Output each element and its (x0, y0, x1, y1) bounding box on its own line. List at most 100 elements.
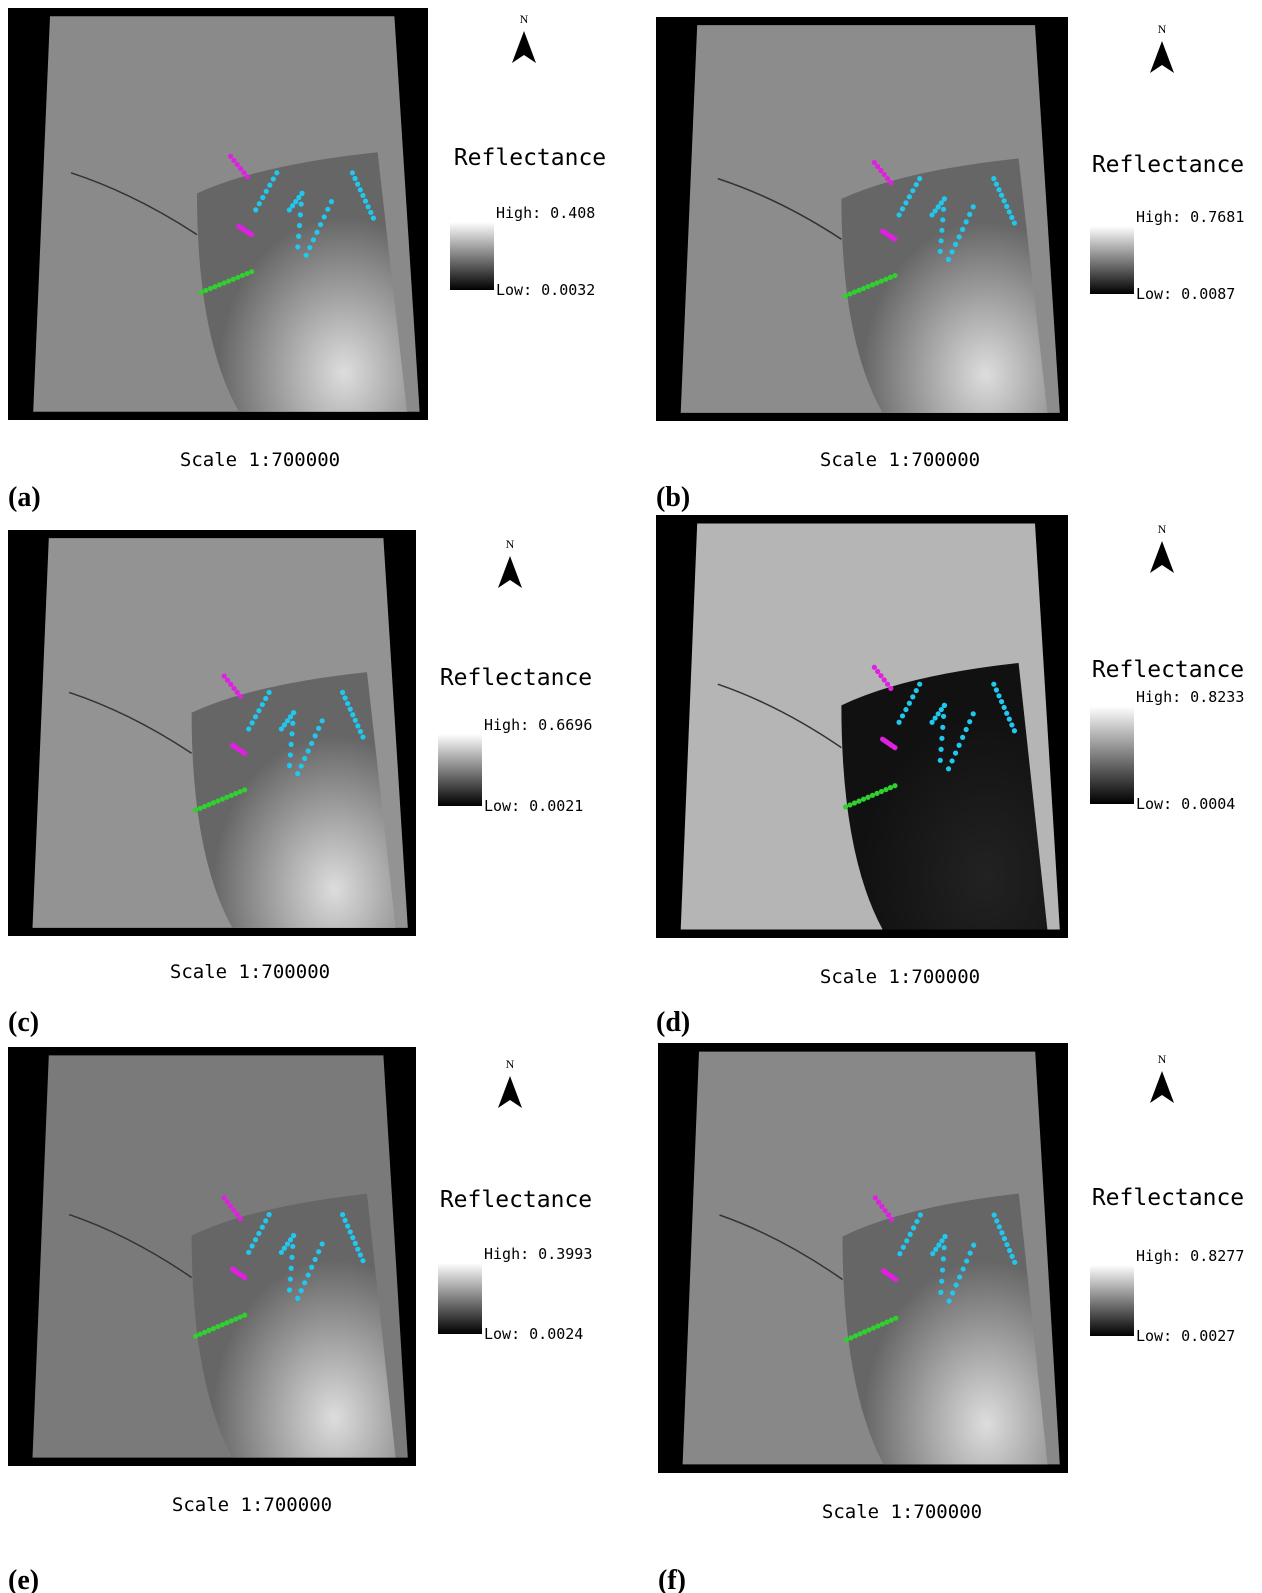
panel: NReflectanceHigh: 0.6696Low: 0.0021Scale… (8, 530, 592, 1038)
sample-point (936, 711, 941, 716)
sample-point (279, 1250, 284, 1255)
sample-point (940, 217, 945, 222)
legend-title: Reflectance (1092, 1185, 1244, 1211)
sample-point (852, 289, 857, 294)
sample-point (229, 1318, 234, 1323)
sample-point (967, 212, 972, 217)
sample-point (941, 1256, 946, 1261)
sample-point (996, 693, 1001, 698)
panel-label: (d) (656, 1007, 690, 1038)
sample-point (971, 204, 976, 209)
sample-point (885, 682, 890, 687)
sample-point (1004, 1242, 1009, 1247)
sample-point (256, 1231, 261, 1236)
legend-high: High: 0.3993 (484, 1245, 592, 1263)
sample-point (241, 170, 246, 175)
sample-point (264, 189, 269, 194)
north-arrow (1150, 1071, 1174, 1103)
sample-point (900, 713, 905, 718)
sample-point (271, 176, 276, 181)
sample-point (936, 1243, 941, 1248)
sample-point (852, 800, 857, 805)
sample-point (288, 1277, 293, 1282)
sample-point (249, 232, 254, 237)
sample-point (999, 193, 1004, 198)
sample-point (358, 729, 363, 734)
sample-point (233, 1316, 238, 1321)
sample-point (942, 703, 947, 708)
sample-point (872, 665, 877, 670)
panel: NReflectanceHigh: 0.7681Low: 0.0087Scale… (656, 17, 1244, 513)
sample-point (917, 682, 922, 687)
panel: NReflectanceHigh: 0.8233Low: 0.0004Scale… (656, 515, 1244, 1038)
sample-point (202, 804, 207, 809)
sample-point (856, 288, 861, 293)
sample-point (224, 795, 229, 800)
legend-low: Low: 0.0027 (1136, 1327, 1235, 1345)
sample-point (320, 1241, 325, 1246)
sample-point (992, 1212, 997, 1217)
sample-point (267, 1212, 272, 1217)
sample-point (296, 195, 301, 200)
sample-point (306, 748, 311, 753)
sample-point (228, 154, 233, 159)
sample-point (996, 187, 1001, 192)
sample-point (238, 789, 243, 794)
sample-point (360, 1258, 365, 1263)
sample-point (999, 699, 1004, 704)
sample-point (940, 725, 945, 730)
sample-point (244, 271, 249, 276)
sample-point (313, 733, 318, 738)
sample-point (871, 1325, 876, 1330)
north-label: N (1158, 522, 1167, 536)
sample-point (222, 674, 227, 679)
sample-point (880, 1321, 885, 1326)
sample-point (844, 1337, 849, 1342)
sample-point (939, 1238, 944, 1243)
sample-point (866, 1327, 871, 1332)
sample-point (345, 701, 350, 706)
sample-point (879, 1204, 884, 1209)
sample-point (350, 712, 355, 717)
sample-point (250, 1243, 255, 1248)
sample-point (263, 696, 268, 701)
sample-point (938, 249, 943, 254)
sample-point (368, 210, 373, 215)
sample-point (999, 1230, 1004, 1235)
sample-point (949, 249, 954, 254)
sample-point (263, 1218, 268, 1223)
sample-point (876, 1200, 881, 1205)
panel-label: (c) (8, 1007, 39, 1038)
sample-point (878, 168, 883, 173)
sample-point (930, 1251, 935, 1256)
sample-point (202, 1330, 207, 1335)
sample-point (861, 797, 866, 802)
sample-point (994, 687, 999, 692)
sample-point (884, 1320, 889, 1325)
legend-gradient (1090, 706, 1134, 804)
sample-point (847, 291, 852, 296)
sample-point (882, 677, 887, 682)
sample-point (340, 1212, 345, 1217)
legend-title: Reflectance (1092, 152, 1244, 178)
scale-text: Scale 1:700000 (820, 449, 980, 471)
sample-point (910, 188, 915, 193)
sample-point (299, 1288, 304, 1293)
sample-point (289, 1255, 294, 1260)
panel: NReflectanceHigh: 0.8277Low: 0.0027Scale… (658, 1043, 1244, 1593)
sample-point (853, 1333, 858, 1338)
sample-point (238, 166, 243, 171)
legend-low: Low: 0.0087 (1136, 285, 1235, 303)
sample-point (1009, 215, 1014, 220)
sample-point (260, 702, 265, 707)
sample-point (971, 711, 976, 716)
sample-point (228, 682, 233, 687)
sample-point (360, 734, 365, 739)
sample-point (245, 174, 250, 179)
sample-point (249, 269, 254, 274)
sample-point (882, 172, 887, 177)
sample-point (907, 194, 912, 199)
sample-point (304, 253, 309, 258)
sample-point (287, 1287, 292, 1292)
sample-point (904, 1238, 909, 1243)
